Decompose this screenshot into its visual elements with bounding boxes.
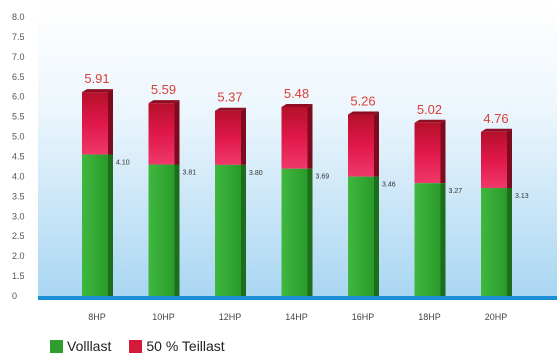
y-tick-label: 8.0: [12, 12, 25, 22]
bar-side-teillast: [108, 89, 113, 155]
y-tick-label: 5.0: [12, 132, 25, 142]
y-tick-label: 4.5: [12, 152, 25, 162]
volllast-value-label: 3.46: [382, 182, 396, 189]
volllast-value-label: 4.10: [116, 160, 130, 167]
total-value-label: 5.91: [84, 71, 109, 86]
y-tick-label: 6.5: [12, 72, 25, 82]
bar-top-teillast: [82, 89, 113, 93]
x-tick-label: 8HP: [88, 312, 106, 322]
bar-side-teillast: [440, 119, 446, 184]
bar-top-teillast: [414, 119, 446, 123]
volllast-value-label: 3.80: [249, 170, 263, 177]
bar-side-volllast: [440, 183, 446, 296]
bar-side-teillast: [241, 107, 246, 165]
bar-volllast: [348, 176, 374, 296]
x-tick-label: 16HP: [352, 312, 375, 322]
x-axis: 8HP 10HP 12HP 14HP 16HP 18HP 20HP: [88, 312, 507, 322]
bar-top-teillast: [348, 111, 379, 115]
y-tick-label: 3.5: [12, 191, 25, 201]
y-tick-label: 6.0: [12, 92, 25, 102]
bar-side-volllast: [374, 176, 379, 296]
x-tick-label: 10HP: [152, 312, 175, 322]
total-value-label: 5.37: [217, 90, 242, 105]
y-tick-label: 4.0: [12, 171, 25, 181]
legend-label-teillast: 50 % Teillast: [146, 338, 225, 354]
bar-top-teillast: [215, 107, 246, 111]
bar-volllast: [215, 164, 241, 296]
volllast-value-label: 3.81: [183, 170, 197, 177]
x-tick-label: 12HP: [219, 312, 242, 322]
y-tick-label: 5.5: [12, 112, 25, 122]
bar-teillast: [215, 110, 241, 165]
bar-teillast: [148, 103, 175, 165]
baseline: [38, 296, 557, 300]
bar-side-teillast: [307, 103, 313, 169]
legend-label-volllast: Volllast: [67, 338, 112, 354]
x-tick-label: 14HP: [285, 312, 308, 322]
legend: Volllast 50 % Teillast: [50, 338, 225, 354]
total-value-label: 5.48: [284, 86, 309, 101]
y-tick-label: 1.5: [12, 271, 25, 281]
bar-side-volllast: [507, 188, 512, 296]
bar-volllast: [148, 164, 175, 296]
volllast-value-label: 3.27: [449, 188, 463, 195]
bar-top-teillast: [148, 100, 180, 104]
volllast-value-label: 3.69: [316, 174, 330, 181]
bar-teillast: [481, 131, 507, 189]
bar-teillast: [281, 106, 308, 169]
y-tick-label: 7.0: [12, 52, 25, 62]
y-tick-label: 7.5: [12, 32, 25, 42]
bar-side-teillast: [174, 100, 180, 165]
y-tick-label: 2.5: [12, 231, 25, 241]
x-tick-label: 20HP: [485, 312, 508, 322]
legend-swatch-volllast: [50, 339, 63, 353]
bar-teillast: [82, 92, 108, 155]
volllast-value-label: 3.13: [515, 193, 529, 200]
bar-volllast: [414, 183, 441, 296]
bars: [82, 89, 512, 296]
y-tick-label: 2.0: [12, 251, 25, 261]
bar-side-volllast: [174, 164, 180, 296]
bar-top-teillast: [481, 128, 512, 132]
bar-volllast: [281, 168, 308, 296]
bar-side-teillast: [507, 128, 512, 189]
legend-item-teillast: 50 % Teillast: [129, 338, 225, 354]
legend-swatch-teillast: [129, 339, 143, 353]
total-value-label: 5.02: [417, 102, 442, 117]
bar-top-teillast: [281, 103, 313, 107]
total-value-label: 5.59: [151, 82, 176, 97]
bar-side-volllast: [307, 168, 313, 296]
total-value-label: 5.26: [350, 94, 375, 109]
y-axis: 8.0 7.5 7.0 6.5 6.0 5.5 5.0 4.5 4.0 3.5 3.0 2.5 2.0 1…: [12, 12, 25, 301]
x-tick-label: 18HP: [418, 312, 441, 322]
bar-side-volllast: [108, 154, 113, 296]
y-tick-label: 0: [12, 291, 17, 301]
bar-volllast: [82, 154, 108, 296]
bar-side-volllast: [241, 164, 246, 296]
value-labels: 5.91 4.10 5.59 3.81 5.37 3.80 5.48 3.69 5.26 3.46…: [84, 71, 528, 200]
bar-teillast: [414, 122, 441, 184]
legend-item-volllast: Volllast: [50, 338, 111, 354]
bar-teillast: [348, 114, 374, 177]
bar-side-teillast: [374, 111, 379, 177]
total-value-label: 4.76: [483, 111, 508, 126]
y-tick-label: 3.0: [12, 211, 25, 221]
bar-volllast: [481, 188, 507, 296]
